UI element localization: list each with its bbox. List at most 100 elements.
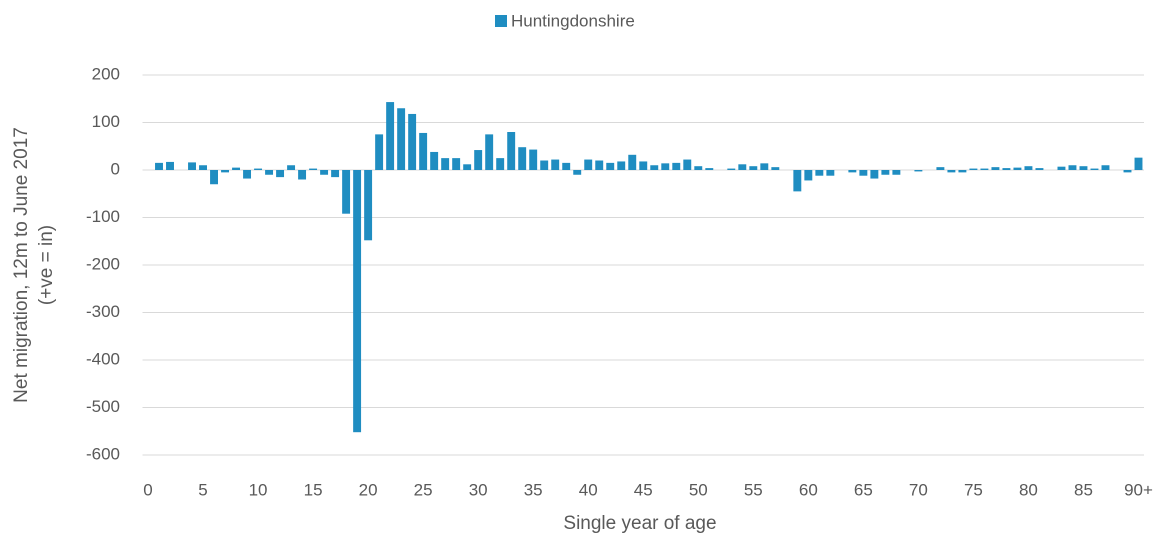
- bar: [221, 170, 230, 173]
- bar: [452, 158, 461, 170]
- y-tick-label: -100: [86, 207, 120, 226]
- bar: [320, 170, 329, 175]
- bar: [155, 162, 163, 170]
- x-tick-label: 30: [469, 480, 488, 499]
- bar: [210, 170, 218, 185]
- bar: [1068, 165, 1077, 170]
- bar: [309, 168, 318, 170]
- x-tick-label: 60: [799, 480, 818, 499]
- legend-label: Huntingdonshire: [511, 11, 635, 30]
- y-tick-label: 100: [92, 112, 120, 131]
- bar: [848, 170, 857, 173]
- bar: [287, 165, 296, 170]
- bar: [1090, 168, 1099, 170]
- bar: [562, 162, 571, 170]
- bar: [1024, 166, 1033, 170]
- bar: [1101, 165, 1110, 170]
- bar: [551, 159, 560, 170]
- x-tick-label: 10: [249, 480, 268, 499]
- bar: [870, 170, 879, 179]
- bar: [606, 162, 615, 170]
- bar: [595, 160, 604, 170]
- bar: [650, 165, 659, 170]
- bar: [1035, 168, 1044, 170]
- bar: [298, 170, 307, 180]
- bar: [892, 170, 901, 175]
- x-tick-label: 40: [579, 480, 598, 499]
- bar: [573, 170, 582, 175]
- bar: [705, 168, 714, 170]
- bar: [386, 102, 395, 170]
- bar: [639, 161, 648, 170]
- bar: [540, 160, 549, 170]
- y-tick-label: -200: [86, 254, 120, 273]
- x-tick-label: 55: [744, 480, 763, 499]
- bar: [804, 170, 813, 181]
- bar: [408, 113, 417, 170]
- bar: [749, 166, 758, 170]
- x-tick-label: 90+: [1124, 480, 1153, 499]
- bar: [881, 170, 890, 175]
- x-axis-title: Single year of age: [563, 513, 716, 534]
- x-tick-label: 15: [304, 480, 323, 499]
- bar: [1057, 166, 1066, 170]
- y-tick-label: -400: [86, 349, 120, 368]
- bar: [694, 166, 703, 170]
- bar: [199, 165, 207, 170]
- bar: [683, 159, 692, 170]
- bar: [914, 170, 923, 172]
- bar: [661, 163, 670, 170]
- bar: [254, 168, 263, 170]
- bar: [815, 170, 824, 176]
- bar: [584, 159, 593, 170]
- bar: [353, 170, 362, 433]
- bar: [474, 150, 483, 170]
- y-tick-label: 200: [92, 64, 120, 83]
- bar: [166, 161, 174, 170]
- bar: [1079, 166, 1088, 170]
- x-tick-label: 0: [143, 480, 152, 499]
- bar: [793, 170, 802, 192]
- bar: [936, 167, 945, 170]
- bar: [265, 170, 274, 175]
- y-tick-label: 0: [111, 159, 120, 178]
- bar: [529, 149, 538, 170]
- y-axis-title: Net migration, 12m to June 2017: [11, 127, 32, 403]
- bar: [232, 167, 241, 170]
- bar: [364, 170, 373, 241]
- bar: [397, 108, 406, 170]
- bar: [463, 164, 472, 170]
- bar: [375, 134, 384, 170]
- bar: [947, 170, 956, 173]
- bar: [628, 154, 637, 170]
- y-axis-title: (+ve = in): [36, 225, 57, 305]
- x-tick-label: 5: [198, 480, 207, 499]
- y-tick-label: -300: [86, 302, 120, 321]
- bar: [738, 164, 747, 170]
- x-tick-label: 35: [524, 480, 543, 499]
- x-tick-label: 85: [1074, 480, 1093, 499]
- x-tick-label: 50: [689, 480, 708, 499]
- bar: [991, 167, 1000, 170]
- bar: [1002, 168, 1011, 170]
- bar: [980, 168, 989, 170]
- bar: [617, 161, 626, 170]
- bar: [727, 168, 736, 170]
- bar: [859, 170, 868, 176]
- bar: [243, 170, 252, 179]
- bar: [331, 170, 340, 178]
- x-tick-label: 45: [634, 480, 653, 499]
- bar: [419, 132, 428, 170]
- bar: [496, 158, 505, 170]
- bar: [1134, 157, 1143, 170]
- x-tick-label: 65: [854, 480, 873, 499]
- bar: [276, 170, 285, 178]
- x-tick-label: 20: [359, 480, 378, 499]
- bar: [441, 158, 450, 170]
- x-tick-label: 80: [1019, 480, 1038, 499]
- bar: [958, 170, 967, 173]
- bar: [518, 147, 527, 170]
- y-tick-label: -500: [86, 397, 120, 416]
- bar: [771, 167, 780, 170]
